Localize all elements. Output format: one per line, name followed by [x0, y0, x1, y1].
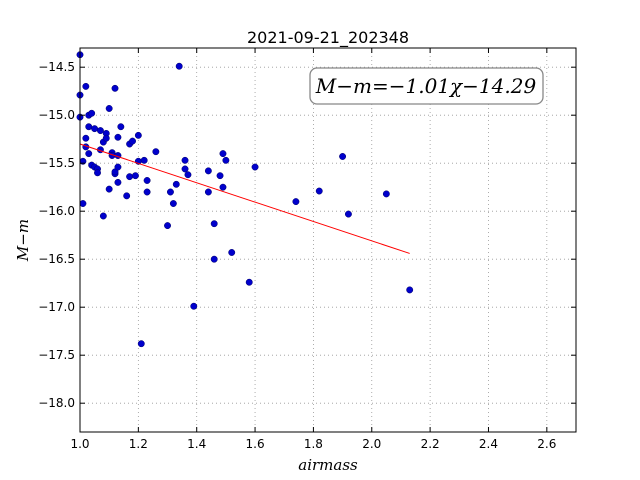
- data-point: [382, 190, 390, 198]
- fit-line: [79, 143, 410, 254]
- data-point: [91, 125, 99, 133]
- data-point: [222, 156, 230, 164]
- data-point: [117, 123, 125, 131]
- data-point: [85, 150, 93, 158]
- data-point: [184, 171, 192, 179]
- data-point: [96, 127, 104, 135]
- data-point: [164, 222, 171, 230]
- data-point: [82, 82, 90, 90]
- data-points: [76, 51, 414, 348]
- x-tick-label: 1.6: [246, 437, 265, 451]
- x-tick-label: 2.0: [362, 437, 381, 451]
- x-tick-label: 1.2: [129, 437, 148, 451]
- data-point: [339, 153, 347, 160]
- data-point: [129, 137, 136, 145]
- data-point: [251, 163, 259, 171]
- data-point: [126, 173, 134, 181]
- data-point: [152, 148, 160, 156]
- fit-line-group: [79, 143, 410, 254]
- data-point: [105, 185, 113, 193]
- data-point: [245, 278, 253, 286]
- data-point: [210, 220, 218, 228]
- data-point: [99, 212, 107, 220]
- plot-background: [80, 48, 576, 432]
- data-point: [219, 183, 227, 191]
- data-point: [79, 200, 87, 207]
- data-point: [85, 123, 93, 131]
- chart-title: 2021-09-21_202348: [247, 28, 409, 48]
- y-tick-label: −16.5: [38, 252, 75, 266]
- data-point: [210, 255, 218, 263]
- grid-lines: [79, 48, 576, 432]
- fit-equation: M−m=−1.01χ−14.29: [315, 74, 537, 98]
- data-point: [204, 167, 212, 175]
- x-tick-label: 2.6: [537, 437, 556, 451]
- annotation-box: M−m=−1.01χ−14.29: [309, 67, 544, 105]
- x-tick-label: 2.4: [479, 437, 498, 451]
- data-point: [114, 178, 122, 186]
- x-tick-label: 2.2: [421, 437, 440, 451]
- data-point: [131, 172, 139, 180]
- data-point: [344, 210, 352, 218]
- y-tick-label: −18.0: [38, 396, 75, 410]
- x-tick-label: 1.0: [70, 437, 89, 451]
- data-point: [94, 169, 101, 177]
- data-point: [102, 134, 110, 142]
- plot-frame: [79, 47, 577, 433]
- x-tick-label: 1.8: [304, 437, 323, 451]
- data-point: [204, 188, 212, 196]
- y-axis-label: M−m: [14, 219, 32, 262]
- data-point: [123, 192, 131, 200]
- data-point: [406, 286, 414, 294]
- data-point: [143, 188, 151, 196]
- data-point: [140, 156, 148, 164]
- data-point: [114, 133, 122, 141]
- data-point: [169, 200, 177, 207]
- tick-labels: 1.0 1.2 1.4 1.6 1.8 2.0 2.2 2.4 2.6 −14.5 −15.0 −15…: [38, 60, 556, 451]
- data-point: [190, 302, 198, 310]
- data-point: [219, 150, 227, 158]
- data-point: [292, 198, 300, 206]
- data-point: [82, 134, 90, 142]
- data-point: [216, 172, 224, 180]
- data-point: [175, 62, 183, 70]
- data-point: [137, 340, 145, 348]
- data-point: [166, 188, 174, 196]
- y-tick-label: −15.0: [38, 108, 75, 122]
- x-tick-label: 1.4: [187, 437, 206, 451]
- data-point: [315, 187, 323, 195]
- y-tick-label: −17.5: [38, 348, 75, 362]
- y-tick-label: −15.5: [38, 156, 75, 170]
- data-point: [105, 105, 113, 112]
- y-tick-label: −16.0: [38, 204, 75, 218]
- data-point: [134, 131, 142, 139]
- data-point: [181, 156, 189, 164]
- data-point: [88, 109, 96, 117]
- data-point: [114, 163, 122, 171]
- x-axis-label: airmass: [298, 456, 358, 474]
- data-point: [181, 165, 189, 173]
- y-tick-label: −17.0: [38, 300, 75, 314]
- data-point: [172, 180, 180, 188]
- data-point: [143, 177, 151, 184]
- axis-ticks: [79, 48, 576, 432]
- data-point: [111, 84, 119, 92]
- y-tick-label: −14.5: [38, 60, 75, 74]
- data-point: [228, 249, 236, 256]
